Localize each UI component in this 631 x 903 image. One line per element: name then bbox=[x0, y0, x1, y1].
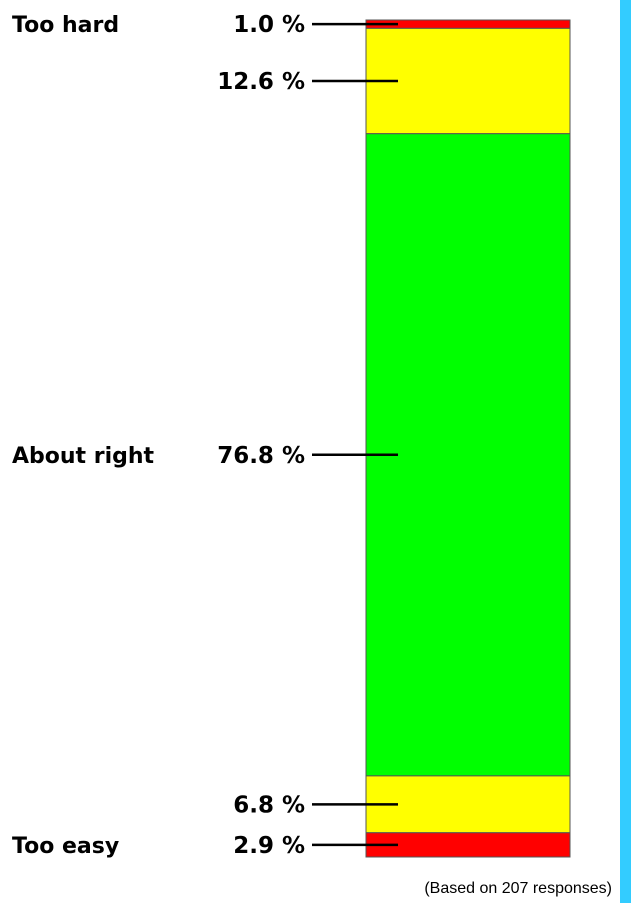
category-label-about-right: About right bbox=[12, 444, 155, 469]
bar-segment-3 bbox=[365, 133, 571, 777]
bar-segment-2 bbox=[365, 27, 571, 135]
value-label-3: 76.8 % bbox=[217, 443, 305, 469]
value-label-5: 2.9 % bbox=[233, 833, 305, 859]
category-labels: Too hard About right Too easy bbox=[12, 13, 155, 859]
responses-note: (Based on 207 responses) bbox=[424, 880, 612, 897]
label-connectors bbox=[312, 22, 398, 847]
percentage-labels: 1.0 % 12.6 % 76.8 % 6.8 % 2.9 % bbox=[217, 12, 305, 859]
category-label-too-hard: Too hard bbox=[12, 13, 119, 38]
value-label-4: 6.8 % bbox=[233, 792, 305, 818]
category-label-too-easy: Too easy bbox=[12, 834, 119, 859]
bar-segments bbox=[365, 19, 571, 858]
value-label-2: 12.6 % bbox=[217, 69, 305, 95]
value-label-1: 1.0 % bbox=[233, 12, 305, 38]
accent-side-bar bbox=[620, 0, 631, 903]
bar-segment-5 bbox=[365, 832, 571, 858]
